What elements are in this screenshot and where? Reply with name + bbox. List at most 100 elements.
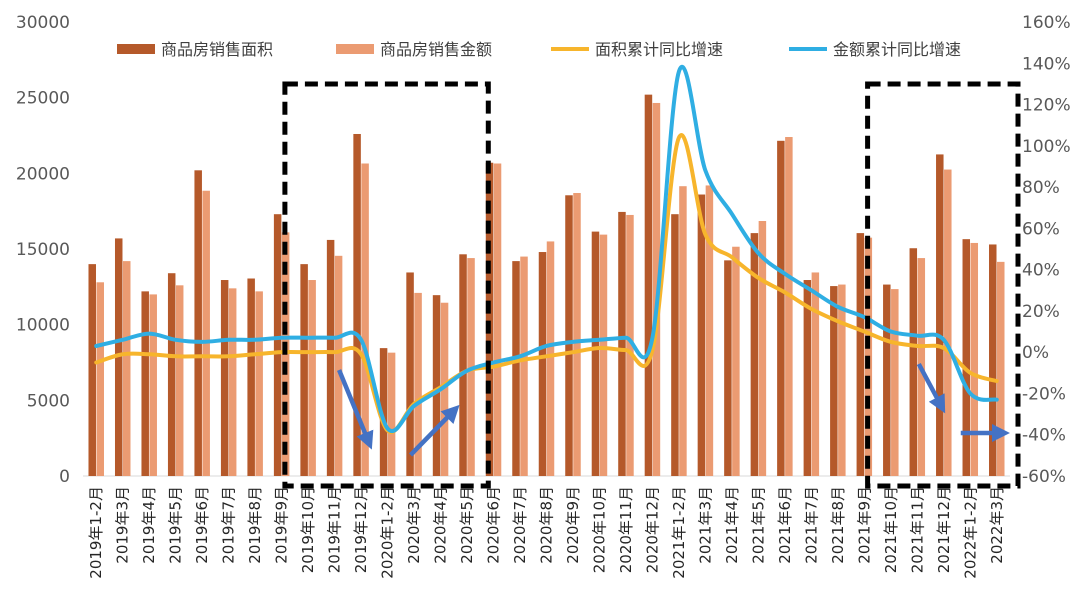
bar-area xyxy=(432,295,441,476)
bar-amount xyxy=(573,193,581,476)
bar-amount xyxy=(785,137,793,476)
right-tick-label: -20% xyxy=(1022,384,1066,404)
left-tick-label: 25000 xyxy=(16,89,70,109)
right-tick-label: 40% xyxy=(1022,261,1060,281)
x-tick-label: 2019年3月 xyxy=(114,486,132,564)
bar-amount xyxy=(228,288,237,476)
x-tick-label: 2021年11月 xyxy=(908,486,926,573)
bar-area xyxy=(406,272,414,476)
bar-amount xyxy=(387,352,396,476)
x-tick-label: 2019年7月 xyxy=(220,486,238,564)
x-tick-label: 2019年6月 xyxy=(193,486,211,564)
x-tick-label: 2020年11月 xyxy=(617,486,635,573)
bar-amount xyxy=(599,234,608,476)
amount-growth-line xyxy=(94,65,999,433)
bar-amount xyxy=(520,256,528,476)
bar-area xyxy=(909,248,918,476)
highlight-box xyxy=(282,81,491,489)
bar-amount xyxy=(944,169,952,477)
legend-entry: 面积累计同比增速 xyxy=(551,40,723,59)
x-tick-label: 2022年1-2月 xyxy=(961,486,979,579)
left-tick-label: 15000 xyxy=(16,240,70,260)
bar-area xyxy=(591,231,600,476)
bar-amount xyxy=(970,242,979,476)
legend-entry: 金额累计同比增速 xyxy=(789,40,961,59)
legend-label: 面积累计同比增速 xyxy=(595,40,723,59)
bar-amount xyxy=(255,291,263,476)
right-tick-label: 160% xyxy=(1022,13,1071,33)
arrow-down xyxy=(337,369,374,450)
x-tick-label: 2019年4月 xyxy=(140,486,158,564)
bar-amount xyxy=(175,285,184,476)
x-axis: 2019年1-2月 2019年3月 2019年4月 2019年5月 2019年6月 201… xyxy=(87,486,1006,579)
bar-area xyxy=(379,348,388,476)
bar-amount xyxy=(838,284,846,476)
x-tick-label: 2021年1-2月 xyxy=(670,486,688,579)
x-tick-label: 2020年7月 xyxy=(511,486,529,564)
x-tick-label: 2020年3月 xyxy=(405,486,423,564)
x-tick-label: 2021年6月 xyxy=(776,486,794,564)
bar-amount xyxy=(149,294,157,476)
bar-area xyxy=(459,254,467,476)
x-tick-label: 2021年5月 xyxy=(749,486,767,564)
x-tick-label: 2021年9月 xyxy=(855,486,873,564)
left-axis: 0 5000 10000 15000 20000 25000 30000 xyxy=(16,13,70,487)
right-tick-label: 140% xyxy=(1022,54,1071,74)
right-tick-label: 20% xyxy=(1022,302,1060,322)
bar-area xyxy=(485,162,494,477)
bar-area xyxy=(644,94,653,476)
x-tick-label: 2021年8月 xyxy=(829,486,847,564)
x-tick-label: 2021年10月 xyxy=(882,486,900,573)
bar-amount xyxy=(758,221,767,476)
x-tick-label: 2020年4月 xyxy=(432,486,450,564)
bar-amount xyxy=(891,289,899,476)
x-tick-label: 2019年1-2月 xyxy=(87,486,105,579)
bar-area xyxy=(724,260,732,476)
bar-amount xyxy=(334,255,343,476)
bar-area xyxy=(803,280,812,476)
x-tick-label: 2021年12月 xyxy=(935,486,953,573)
bar-amount xyxy=(679,186,687,476)
right-tick-label: -60% xyxy=(1022,467,1066,487)
x-tick-label: 2019年11月 xyxy=(326,486,344,573)
x-tick-label: 2022年3月 xyxy=(988,486,1006,564)
legend-label: 商品房销售金额 xyxy=(380,40,492,59)
arrow-up xyxy=(408,404,460,457)
bar-amount xyxy=(202,190,210,477)
bar-area xyxy=(936,154,944,477)
bar-amount xyxy=(997,261,1005,476)
legend-entry: 商品房销售面积 xyxy=(117,40,273,59)
bar-amount xyxy=(626,214,634,476)
bar-area xyxy=(273,214,282,476)
x-tick-label: 2020年5月 xyxy=(458,486,476,564)
bar-amount xyxy=(811,272,820,476)
right-tick-label: 60% xyxy=(1022,219,1060,239)
bar-area xyxy=(856,233,865,476)
bar-area xyxy=(883,284,891,476)
bar-amount xyxy=(732,246,740,476)
area-growth-line xyxy=(94,133,999,435)
x-tick-label: 2021年3月 xyxy=(696,486,714,564)
bar-area xyxy=(697,194,706,476)
line-series xyxy=(94,65,999,435)
x-tick-label: 2019年8月 xyxy=(246,486,264,564)
bar-area xyxy=(512,261,520,476)
bar-area xyxy=(989,244,997,476)
left-tick-label: 20000 xyxy=(16,164,70,184)
bar-area xyxy=(194,170,202,476)
legend-swatch xyxy=(117,44,155,54)
x-tick-label: 2019年5月 xyxy=(167,486,185,564)
x-tick-label: 2020年1-2月 xyxy=(379,486,397,579)
left-tick-label: 10000 xyxy=(16,316,70,336)
bar-area xyxy=(300,264,308,476)
legend: 商品房销售面积 商品房销售金额 面积累计同比增速 金额累计同比增速 xyxy=(117,40,961,59)
left-tick-label: 0 xyxy=(59,467,70,487)
legend-label: 金额累计同比增速 xyxy=(833,40,961,59)
x-tick-label: 2021年7月 xyxy=(802,486,820,564)
legend-swatch xyxy=(336,44,374,54)
x-tick-label: 2019年9月 xyxy=(273,486,291,564)
bar-area xyxy=(247,278,255,476)
left-tick-label: 5000 xyxy=(27,391,70,411)
bar-amount xyxy=(705,185,714,476)
